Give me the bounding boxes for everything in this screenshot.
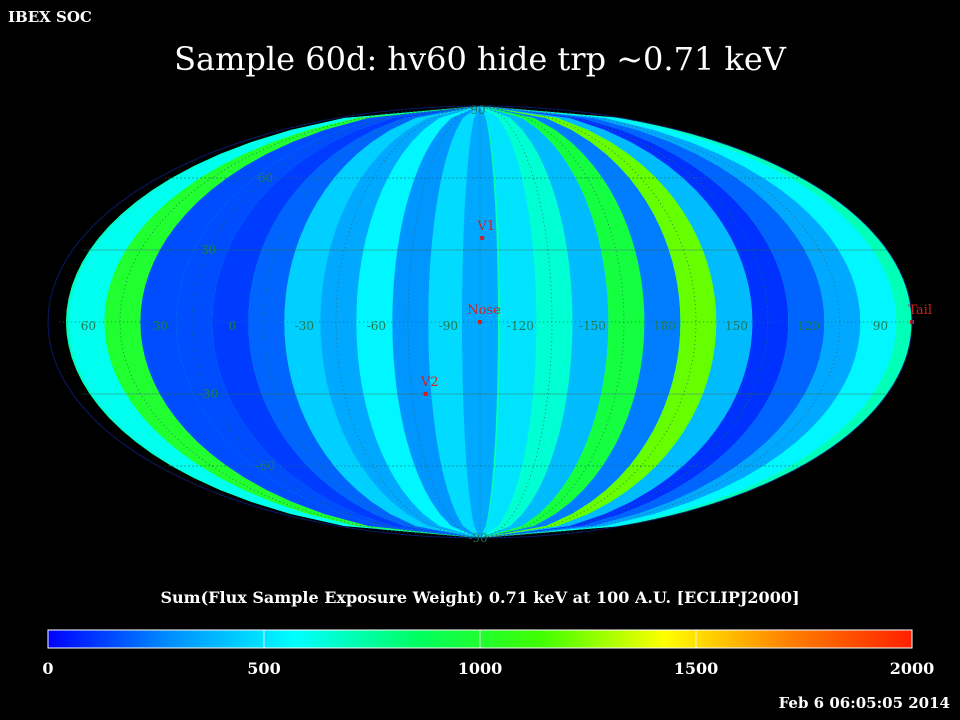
flux-strip	[320, 106, 480, 538]
longitude-label: 30	[153, 319, 168, 333]
flux-strip	[480, 106, 573, 538]
longitude-label: 0	[229, 319, 237, 333]
colorbar-ticks: 0 500 1000 1500 2000	[42, 630, 934, 678]
marker-label: V2	[420, 375, 439, 390]
meridian-line	[263, 106, 481, 538]
marker-label: Nose	[467, 303, 501, 318]
flux-strip	[284, 106, 480, 538]
colorbar-tick-label: 1500	[674, 659, 719, 678]
colorbar-tick-label: 1000	[458, 659, 503, 678]
marker-label: Tail	[908, 303, 932, 318]
longitude-label: -120	[507, 319, 534, 333]
latitude-label: 30	[201, 243, 216, 257]
marker-dot	[423, 392, 428, 396]
flux-strip	[480, 106, 645, 538]
longitude-label: 150	[725, 319, 748, 333]
colorbar: 0 500 1000 1500 2000	[42, 629, 934, 678]
marker-label: V1	[476, 219, 495, 234]
colorbar-tick-label: 2000	[890, 659, 935, 678]
colorbar-label: Sum(Flux Sample Exposure Weight) 0.71 ke…	[160, 588, 800, 607]
map-border	[47, 105, 913, 539]
marker-dot	[478, 320, 482, 324]
flux-strip	[356, 106, 480, 538]
meridian-line	[479, 106, 769, 538]
marker-dot	[480, 236, 485, 240]
chart-title: Sample 60d: hv60 hide trp ~0.71 keV	[174, 40, 786, 78]
flux-strip	[480, 106, 609, 538]
longitude-label: -90	[439, 319, 458, 333]
latitude-label: 90	[470, 103, 485, 117]
latitude-label: -60	[256, 459, 275, 473]
longitude-label: 60	[81, 319, 96, 333]
latitude-label: 60	[258, 171, 273, 185]
flux-strip	[428, 106, 480, 538]
longitude-label: -30	[295, 319, 314, 333]
flux-strips	[66, 106, 912, 538]
brand-label: IBEX SOC	[8, 8, 92, 26]
colorbar-tick-label: 0	[42, 659, 53, 678]
sky-map: 60 30 0 -30 -60 -90 -120 -150 180 150 120 90 90 60 30 -…	[47, 103, 932, 545]
flux-strip	[480, 106, 717, 538]
flux-strip	[248, 106, 480, 538]
markers: V1 Nose V2 Tail	[420, 219, 932, 396]
longitude-label: 180	[653, 319, 676, 333]
latitude-label: -30	[199, 387, 218, 401]
longitude-label: -150	[579, 319, 606, 333]
longitude-label: 90	[873, 319, 888, 333]
colorbar-tick-label: 500	[247, 659, 280, 678]
flux-strip	[392, 106, 480, 538]
flux-strip	[212, 106, 480, 538]
grid-labels: 60 30 0 -30 -60 -90 -120 -150 180 150 120 90 90 60 30 -…	[81, 103, 888, 545]
timestamp: Feb 6 06:05:05 2014	[778, 694, 950, 712]
flux-strip	[480, 106, 681, 538]
longitude-label: -60	[367, 319, 386, 333]
longitude-label: 120	[797, 319, 820, 333]
